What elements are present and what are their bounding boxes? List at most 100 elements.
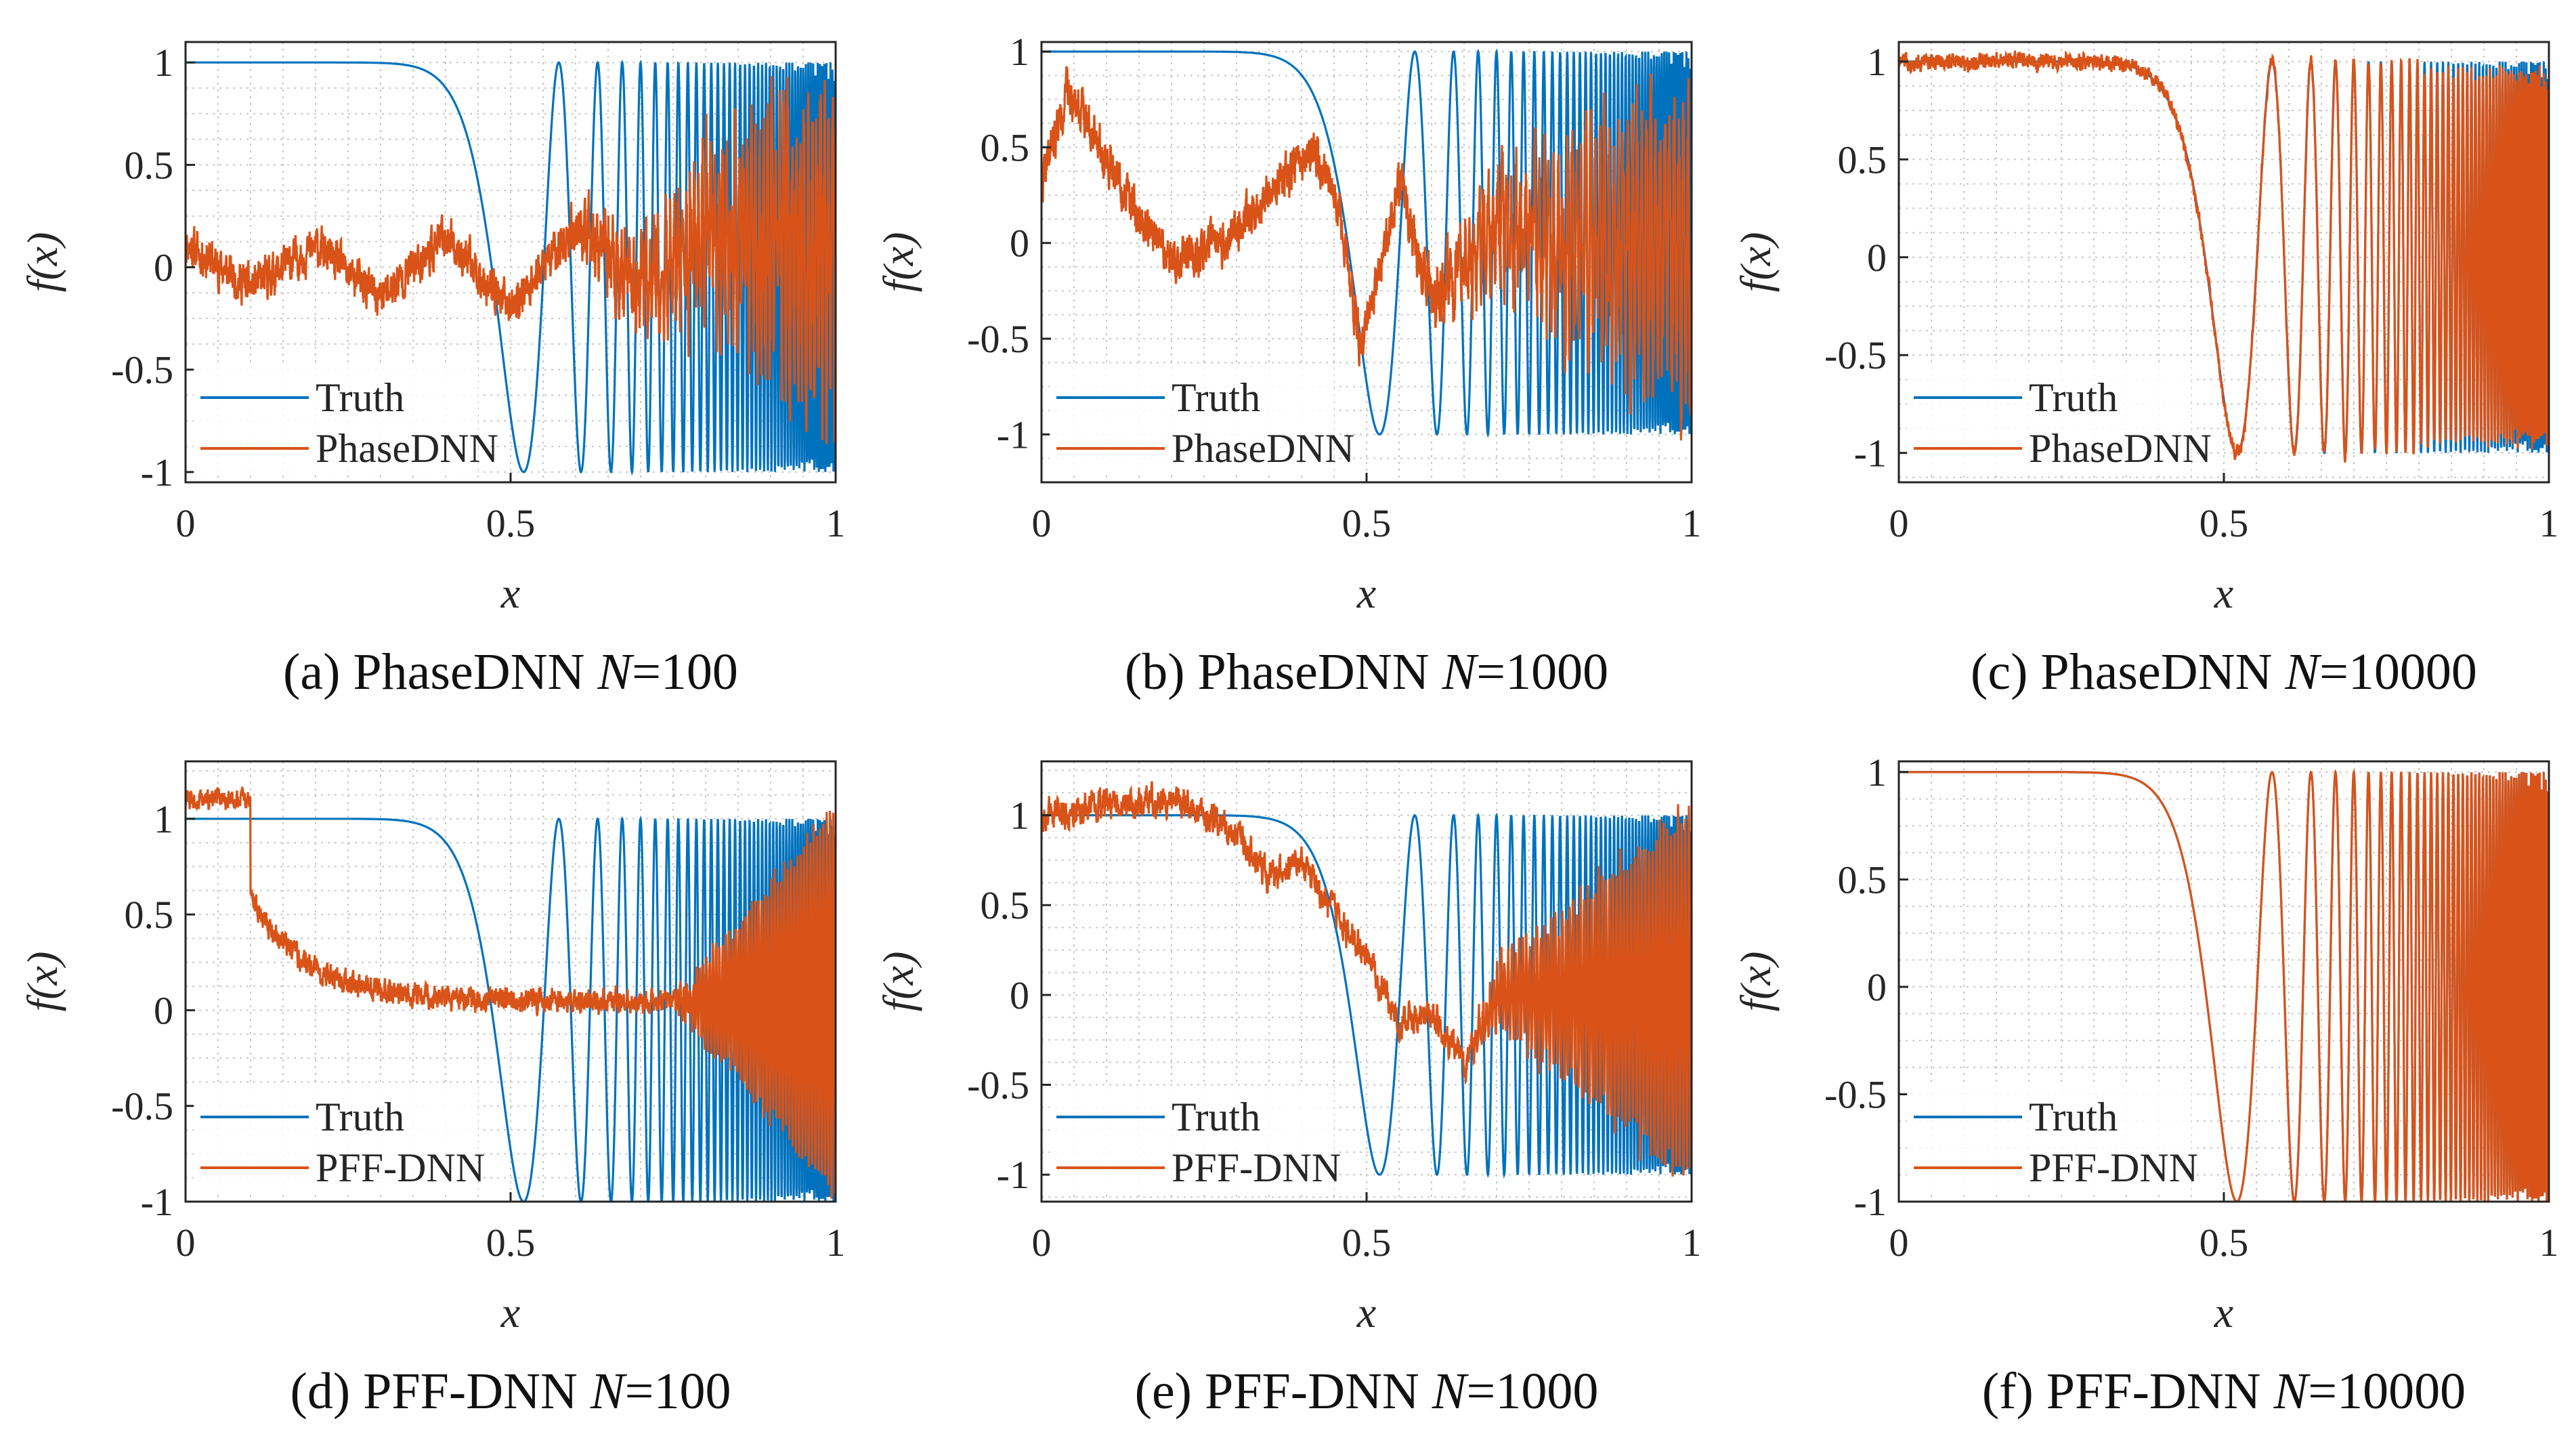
y-tick-label: 0 xyxy=(1867,965,1887,1009)
legend-box xyxy=(1907,367,2191,476)
y-axis-label: f(x) xyxy=(874,232,922,293)
y-tick-label: 0 xyxy=(154,246,173,290)
series-prediction-line xyxy=(1899,50,2549,463)
y-tick-label: -0.5 xyxy=(1824,1072,1887,1116)
y-axis-label: f(x) xyxy=(1732,952,1780,1012)
x-tick-label: 1 xyxy=(826,501,846,545)
legend: Truth PFF-DNN xyxy=(194,1086,485,1195)
y-tick-label: -1 xyxy=(141,450,173,494)
y-tick-label: -1 xyxy=(997,1153,1029,1197)
x-tick-label: 0.5 xyxy=(2199,1221,2249,1265)
legend-truth-label: Truth xyxy=(316,375,404,420)
x-tick-label: 0.5 xyxy=(1342,501,1392,545)
y-tick-label: 0.5 xyxy=(1838,858,1887,902)
y-tick-label: -0.5 xyxy=(111,1084,173,1128)
x-tick-label: 0.5 xyxy=(2199,501,2249,545)
y-tick-label: 1 xyxy=(1010,30,1029,74)
x-tick-label: 0 xyxy=(176,501,196,545)
series-prediction-line xyxy=(186,76,836,444)
legend-prediction-label: PhaseDNN xyxy=(2029,426,2212,471)
caption-n-symbol: N xyxy=(597,643,635,700)
panel-e: 0 0.5 1 1 0.5 0 -0.5 -1 x f(x) Truth PFF-DNN (e) PFF… xyxy=(874,760,1702,1420)
series-prediction-line xyxy=(1042,66,1692,441)
y-tick-label: 0.5 xyxy=(981,883,1030,927)
x-tick-label: 0.5 xyxy=(486,501,536,545)
caption-prefix: (d) PFF-DNN xyxy=(291,1363,591,1420)
x-axis-label: x xyxy=(1356,569,1376,617)
y-tick-label: 0 xyxy=(1010,973,1029,1017)
y-tick-label: -0.5 xyxy=(1824,333,1887,377)
y-tick-label: 1 xyxy=(1867,751,1887,795)
caption-n-value: =10000 xyxy=(2308,1363,2466,1420)
y-tick-label: 0 xyxy=(1010,221,1029,266)
y-tick-label: 0.5 xyxy=(981,125,1030,169)
caption-n-value: =1000 xyxy=(1476,643,1608,700)
legend-truth-label: Truth xyxy=(2029,1095,2118,1139)
y-tick-label: 0.5 xyxy=(125,143,174,187)
caption-prefix: (b) PhaseDNN xyxy=(1125,643,1442,700)
caption-n-symbol: N xyxy=(590,1363,628,1420)
x-axis-label: x xyxy=(2214,569,2233,617)
x-axis-label: x xyxy=(500,569,520,617)
caption-prefix: (a) PhaseDNN xyxy=(283,643,597,700)
x-tick-label: 0 xyxy=(176,1221,196,1265)
panel-a: 0 0.5 1 1 0.5 0 -0.5 -1 x f(x) Truth PhaseDNN (a) Ph… xyxy=(18,41,846,700)
panel-caption: (c) PhaseDNN N=10000 xyxy=(1971,643,2477,700)
legend: Truth PFF-DNN xyxy=(1050,1086,1341,1195)
x-tick-label: 1 xyxy=(1682,501,1702,545)
x-tick-label: 0.5 xyxy=(486,1221,536,1265)
y-tick-label: -0.5 xyxy=(111,348,173,392)
legend-truth-label: Truth xyxy=(1172,1095,1260,1139)
caption-n-symbol: N xyxy=(1442,643,1480,700)
caption-prefix: (f) PFF-DNN xyxy=(1982,1363,2274,1420)
x-tick-label: 0.5 xyxy=(1342,1221,1392,1265)
x-tick-label: 0 xyxy=(1889,1221,1909,1265)
panel-caption: (b) PhaseDNN N=1000 xyxy=(1125,643,1608,700)
y-tick-label: -1 xyxy=(1854,431,1887,476)
caption-n-value: =1000 xyxy=(1466,1363,1598,1420)
x-tick-label: 0 xyxy=(1032,501,1052,545)
y-tick-label: 1 xyxy=(1867,40,1887,84)
caption-prefix: (c) PhaseDNN xyxy=(1971,643,2285,700)
legend-prediction-label: PFF-DNN xyxy=(1172,1145,1341,1190)
y-tick-label: 1 xyxy=(154,41,173,85)
legend-box xyxy=(1050,367,1334,476)
caption-n-value: =100 xyxy=(625,1363,731,1420)
legend: Truth PhaseDNN xyxy=(1050,367,1354,476)
y-axis-label: f(x) xyxy=(18,232,66,293)
legend-prediction-label: PFF-DNN xyxy=(2029,1145,2198,1190)
x-tick-label: 1 xyxy=(826,1221,846,1265)
caption-n-value: =100 xyxy=(632,643,738,700)
y-tick-label: -1 xyxy=(141,1180,173,1224)
series-truth-line xyxy=(186,816,836,1202)
legend-box xyxy=(194,1086,478,1195)
x-axis-label: x xyxy=(500,1288,520,1336)
legend: Truth PFF-DNN xyxy=(1907,1086,2198,1195)
legend-prediction-label: PFF-DNN xyxy=(316,1145,485,1190)
legend-truth-label: Truth xyxy=(1172,375,1260,420)
legend-truth-label: Truth xyxy=(316,1095,404,1139)
x-axis-label: x xyxy=(1356,1288,1376,1336)
x-tick-label: 0 xyxy=(1032,1221,1052,1265)
y-axis-label: f(x) xyxy=(18,952,66,1012)
legend: Truth PhaseDNN xyxy=(194,367,498,476)
x-tick-label: 0 xyxy=(1889,501,1909,545)
y-axis-label: f(x) xyxy=(1732,232,1780,293)
y-tick-label: 0.5 xyxy=(1838,138,1887,182)
caption-prefix: (e) PFF-DNN xyxy=(1135,1363,1432,1420)
panel-f: 0 0.5 1 1 0.5 0 -0.5 -1 x f(x) Truth PFF-DNN (f) PFF… xyxy=(1732,751,2559,1420)
series-prediction-line xyxy=(1042,781,1692,1177)
series-prediction-line xyxy=(1899,769,2549,1202)
panel-b: 0 0.5 1 1 0.5 0 -0.5 -1 x f(x) Truth PhaseDNN (b) Ph… xyxy=(874,30,1702,700)
panel-caption: (d) PFF-DNN N=100 xyxy=(291,1363,731,1420)
legend-box xyxy=(1907,1086,2191,1195)
series-prediction-line xyxy=(186,786,836,1199)
legend-prediction-label: PhaseDNN xyxy=(316,426,498,471)
panel-c: 0 0.5 1 1 0.5 0 -0.5 -1 x f(x) Truth PhaseDNN (c) Ph… xyxy=(1732,40,2559,700)
legend: Truth PhaseDNN xyxy=(1907,367,2212,476)
series-truth-line xyxy=(1042,48,1692,438)
x-tick-label: 1 xyxy=(2539,1221,2559,1265)
y-tick-label: 0 xyxy=(1867,236,1887,280)
y-tick-label: 1 xyxy=(1010,794,1029,838)
